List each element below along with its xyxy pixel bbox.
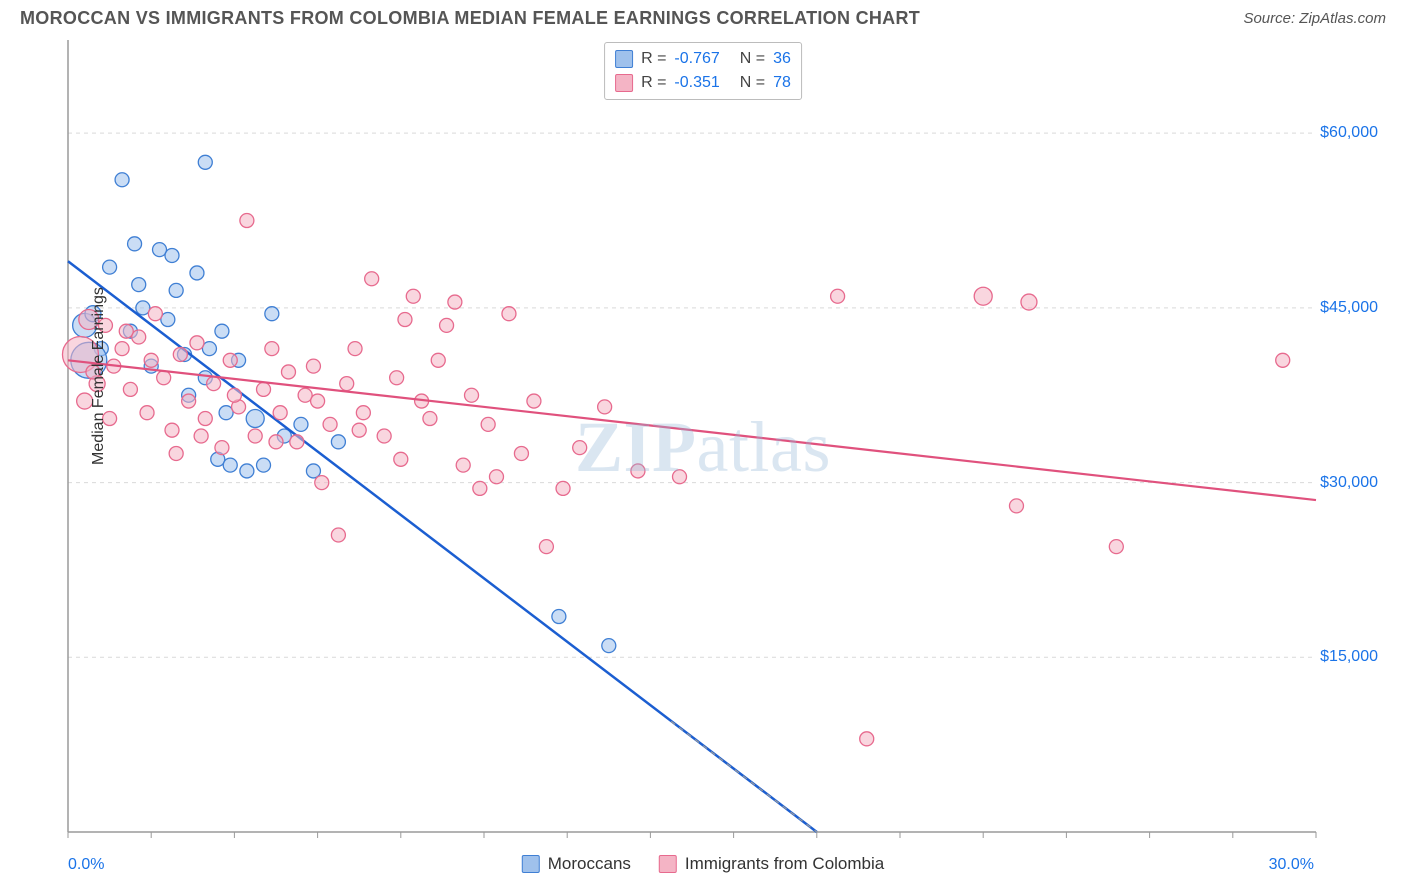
x-axis-max-label: 30.0% — [1269, 856, 1314, 874]
chart-source: Source: ZipAtlas.com — [1243, 10, 1386, 27]
scatter-plot — [20, 40, 1386, 872]
y-tick-label: $60,000 — [1320, 124, 1378, 142]
y-tick-label: $45,000 — [1320, 299, 1378, 317]
chart-title: MOROCCAN VS IMMIGRANTS FROM COLOMBIA MED… — [20, 8, 920, 29]
chart-area: Median Female Earnings ZIPatlas R = -0.7… — [20, 40, 1386, 872]
series-legend: Moroccans Immigrants from Colombia — [522, 854, 884, 874]
y-tick-label: $30,000 — [1320, 474, 1378, 492]
legend-row-colombia: R = -0.351 N = 78 — [615, 71, 791, 95]
correlation-legend: R = -0.767 N = 36 R = -0.351 N = 78 — [604, 42, 802, 100]
legend-row-moroccans: R = -0.767 N = 36 — [615, 47, 791, 71]
y-tick-label: $15,000 — [1320, 648, 1378, 666]
x-axis-min-label: 0.0% — [68, 856, 104, 874]
legend-item-colombia: Immigrants from Colombia — [659, 854, 884, 874]
legend-item-moroccans: Moroccans — [522, 854, 631, 874]
y-axis-label: Median Female Earnings — [90, 287, 108, 465]
